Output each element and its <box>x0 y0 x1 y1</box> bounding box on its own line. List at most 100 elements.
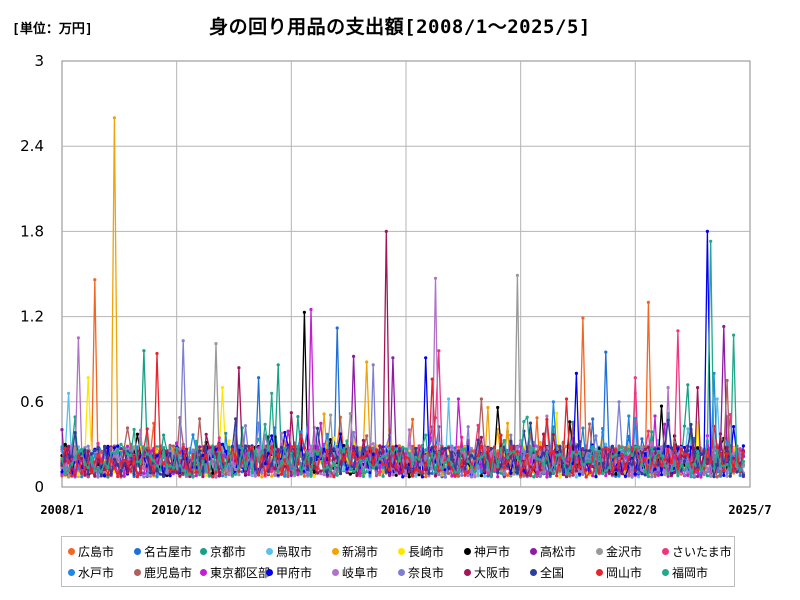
data-point <box>315 454 320 459</box>
data-point <box>659 454 664 458</box>
data-point <box>414 446 418 451</box>
data-point <box>430 445 434 449</box>
data-point <box>391 473 395 477</box>
data-point <box>257 448 261 452</box>
data-point <box>548 472 552 476</box>
data-point <box>217 442 221 447</box>
data-point <box>466 470 470 474</box>
data-point <box>420 470 424 474</box>
data-point <box>381 474 385 478</box>
data-point <box>597 449 601 453</box>
data-point <box>374 474 379 478</box>
data-point <box>643 445 647 449</box>
data-point <box>650 446 654 450</box>
data-point <box>67 391 71 395</box>
legend-swatch-icon <box>464 569 471 576</box>
data-point <box>417 444 421 448</box>
data-point <box>476 474 480 478</box>
legend-item: 大阪市 <box>464 562 530 583</box>
data-point <box>424 356 428 360</box>
data-point <box>430 471 434 475</box>
data-point <box>266 469 270 473</box>
data-point <box>679 463 683 467</box>
data-point <box>299 430 303 434</box>
data-point <box>378 444 382 448</box>
data-point <box>348 412 352 416</box>
legend-label: 甲府市 <box>276 566 313 580</box>
data-point <box>506 456 510 460</box>
data-point <box>417 473 421 477</box>
data-point <box>270 474 274 478</box>
data-point <box>119 442 123 446</box>
data-point <box>528 474 533 478</box>
data-point <box>525 473 529 477</box>
data-point <box>617 468 621 472</box>
data-point <box>414 468 418 472</box>
data-point <box>158 453 162 458</box>
data-point <box>302 310 306 314</box>
data-point <box>381 454 385 458</box>
data-point <box>165 465 169 469</box>
data-point <box>345 467 349 471</box>
data-point <box>306 467 310 471</box>
data-point <box>617 447 621 451</box>
data-point <box>627 461 631 465</box>
data-point <box>378 466 382 470</box>
data-point <box>604 446 608 450</box>
data-point <box>558 456 562 460</box>
data-point <box>535 416 539 420</box>
data-point <box>483 474 487 478</box>
data-point <box>224 474 228 479</box>
data-point <box>492 445 497 449</box>
data-point <box>374 467 379 471</box>
legend-swatch-icon <box>530 569 537 576</box>
data-point <box>319 421 323 425</box>
data-point <box>253 474 257 478</box>
data-point <box>633 376 637 380</box>
legend-label: 大阪市 <box>474 566 511 580</box>
legend-swatch-icon <box>530 548 537 555</box>
data-point <box>663 444 667 448</box>
data-point <box>371 466 375 470</box>
data-point <box>676 329 680 333</box>
data-point <box>407 451 411 456</box>
x-tick-label: 2010/12 <box>151 503 202 517</box>
data-point <box>198 445 202 449</box>
data-point <box>696 386 700 390</box>
data-point <box>538 458 542 462</box>
data-point <box>581 426 585 430</box>
data-point <box>67 445 71 449</box>
data-point <box>692 462 696 466</box>
legend-item: 新潟市 <box>332 541 398 562</box>
data-point <box>682 468 687 472</box>
data-point <box>496 470 500 475</box>
data-point <box>525 454 529 458</box>
data-point <box>142 475 146 479</box>
data-point <box>162 433 166 437</box>
data-point <box>103 444 107 448</box>
data-point <box>214 470 218 474</box>
data-point <box>420 444 424 448</box>
data-point <box>207 474 211 478</box>
data-point <box>352 465 356 469</box>
data-point <box>447 457 451 461</box>
data-point <box>705 474 710 478</box>
data-point <box>640 462 644 466</box>
data-point <box>738 454 742 458</box>
data-point <box>453 455 457 460</box>
data-point <box>519 473 523 477</box>
data-point <box>450 474 454 478</box>
data-point <box>469 475 474 479</box>
data-point <box>201 459 205 463</box>
data-point <box>614 448 618 452</box>
y-tick-label: 0 <box>34 478 44 496</box>
data-point <box>214 452 218 456</box>
data-point <box>564 397 569 401</box>
data-point <box>70 462 74 466</box>
data-point <box>394 473 398 477</box>
data-point <box>165 470 169 474</box>
data-point <box>722 449 726 453</box>
data-point <box>433 470 438 474</box>
data-point <box>456 474 460 478</box>
